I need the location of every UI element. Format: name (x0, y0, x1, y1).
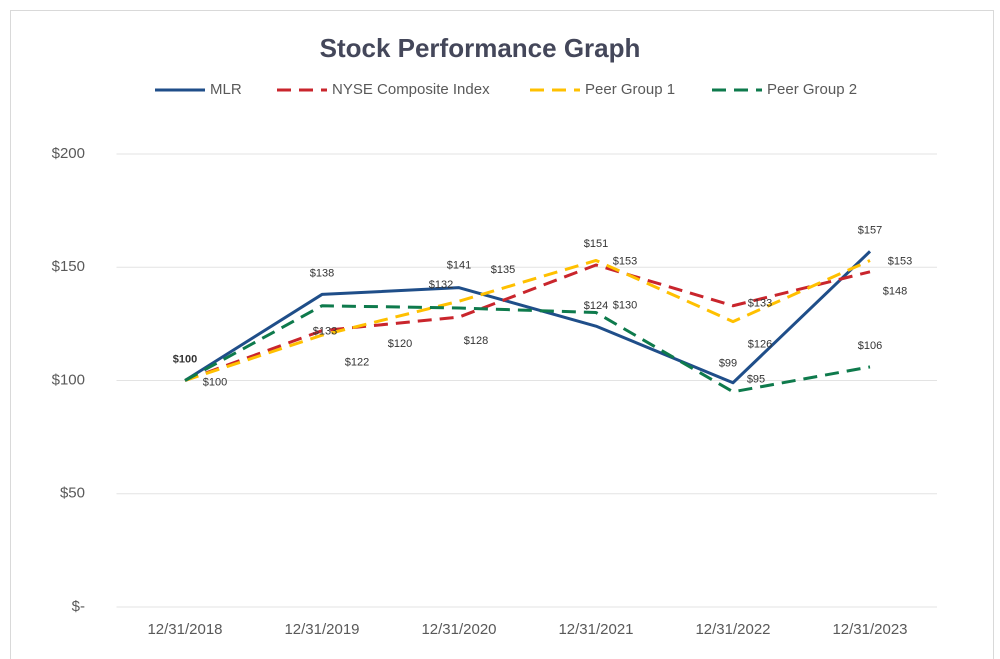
data-label: $153 (888, 255, 912, 267)
data-label: $122 (345, 357, 369, 369)
series-line (184, 304, 871, 394)
data-label: $124 (584, 300, 608, 312)
y-tick-label: $50 (60, 485, 85, 502)
data-label: $148 (883, 286, 907, 298)
x-tick-label: 12/31/2020 (421, 621, 496, 638)
data-label: $133 (313, 326, 337, 338)
x-tick-label: 12/31/2022 (695, 621, 770, 638)
y-tick-label: $150 (52, 258, 85, 275)
series-line (184, 250, 872, 385)
data-label: $157 (858, 224, 882, 236)
data-label: $151 (584, 238, 608, 250)
data-label: $135 (491, 264, 515, 276)
y-tick-label: $- (72, 598, 85, 615)
data-label: $100 (203, 376, 227, 388)
legend-label: NYSE Composite Index (332, 81, 490, 98)
data-label: $95 (747, 374, 765, 386)
chart-title: Stock Performance Graph (320, 33, 641, 63)
series-line (184, 263, 871, 382)
data-label: $130 (613, 299, 637, 311)
legend-label: Peer Group 2 (767, 81, 857, 98)
data-label: $133 (748, 298, 772, 310)
x-tick-label: 12/31/2021 (558, 621, 633, 638)
legend-label: MLR (210, 81, 242, 98)
data-label: $126 (748, 339, 772, 351)
legend-label: Peer Group 1 (585, 81, 675, 98)
data-label: $138 (310, 267, 334, 279)
data-label: $141 (447, 260, 471, 272)
x-tick-label: 12/31/2018 (147, 621, 222, 638)
data-label: $132 (429, 279, 453, 291)
chart-border (10, 10, 994, 659)
data-label: $99 (719, 358, 737, 370)
data-label: $100 (173, 353, 197, 365)
x-tick-label: 12/31/2023 (832, 621, 907, 638)
series-line (184, 258, 871, 382)
data-label: $128 (464, 335, 488, 347)
data-label: $106 (858, 340, 882, 352)
y-tick-label: $100 (52, 371, 85, 388)
x-tick-label: 12/31/2019 (284, 621, 359, 638)
y-tick-label: $200 (52, 145, 85, 162)
data-label: $120 (388, 338, 412, 350)
data-label: $153 (613, 255, 637, 267)
